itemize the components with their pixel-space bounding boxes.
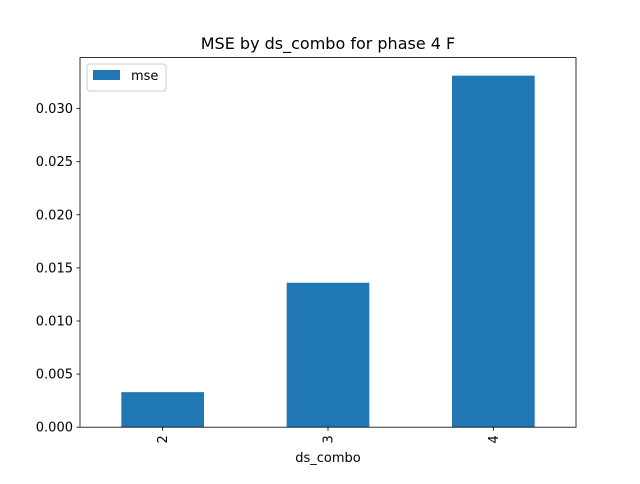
legend-label: mse: [131, 69, 158, 84]
x-tick-label: 3: [322, 435, 337, 443]
bar-4: [452, 75, 535, 428]
y-tick-label: 0.005: [36, 368, 73, 383]
x-tick-label: 2: [156, 435, 171, 443]
plot-area-frame: [79, 57, 577, 428]
y-tick-label: 0.025: [36, 155, 73, 170]
y-tick-label: 0.030: [36, 102, 73, 117]
y-tick-label: 0.010: [36, 314, 73, 329]
legend: mse: [86, 63, 167, 92]
bar-series: [121, 75, 535, 428]
x-tick-label: 4: [487, 435, 502, 443]
x-axis-label: ds_combo: [295, 451, 361, 466]
bar-2: [121, 392, 204, 428]
y-tick-label: 0.020: [36, 208, 73, 223]
y-axis-ticks: 0.000 0.005 0.010 0.015 0.020 0.025 0.030: [36, 102, 80, 436]
chart-title: MSE by ds_combo for phase 4 F: [201, 34, 455, 54]
y-tick-label: 0.000: [36, 421, 73, 436]
legend-swatch: [93, 70, 120, 80]
y-tick-label: 0.015: [36, 261, 73, 276]
bar-3: [286, 282, 370, 428]
x-axis-ticks: 2 3 4: [156, 427, 502, 443]
